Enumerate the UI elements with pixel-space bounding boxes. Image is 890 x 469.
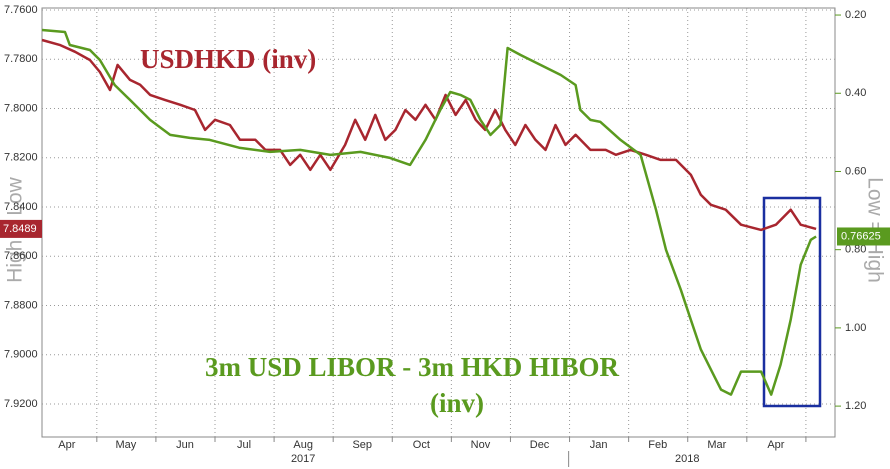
x-tick-label: Apr — [767, 439, 784, 451]
annotation: (inv) — [430, 388, 484, 418]
last-value-label: 7.8489 — [3, 223, 37, 235]
x-tick-label: Dec — [530, 439, 550, 451]
y2-tick-label: 0.40 — [845, 87, 866, 99]
y-tick-label: 7.8200 — [4, 152, 38, 164]
x-tick-label: Jul — [237, 439, 251, 451]
x-tick-label: Oct — [413, 439, 430, 451]
y-tick-label: 7.7600 — [4, 4, 38, 16]
x-tick-label: Feb — [648, 439, 667, 451]
y-tick-label: 7.8600 — [4, 250, 38, 262]
y-tick-label: 7.9200 — [4, 398, 38, 410]
y-tick-label: 7.9000 — [4, 349, 38, 361]
plot-area — [41, 7, 836, 438]
x-tick-label: Aug — [293, 439, 313, 451]
year-label: 2017 — [291, 453, 315, 465]
annotation: USDHKD (inv) — [140, 44, 316, 74]
y-tick-label: 7.8800 — [4, 299, 38, 311]
x-tick-label: May — [116, 439, 137, 451]
y2-tick-label: 0.20 — [845, 9, 866, 21]
last-value-tag — [837, 227, 890, 246]
highlight-box — [762, 196, 822, 408]
last-value-tag — [0, 219, 42, 238]
x-tick-label: Jun — [176, 439, 194, 451]
y2-tick-label: 1.20 — [845, 400, 866, 412]
y2-tick-label: 1.00 — [845, 322, 866, 334]
y-tick-label: 7.7800 — [4, 53, 38, 65]
y-tick-label: 7.8400 — [4, 201, 38, 213]
x-tick-label: Mar — [707, 439, 726, 451]
last-value-label: 0.76625 — [841, 230, 881, 242]
x-tick-label: Jan — [590, 439, 608, 451]
series-line — [41, 28, 817, 396]
x-tick-label: Sep — [352, 439, 372, 451]
year-label: 2018 — [675, 453, 699, 465]
y2-tick-label: 0.60 — [845, 165, 866, 177]
y2-tick-label: 0.80 — [845, 244, 866, 256]
y-tick-label: 7.8000 — [4, 102, 38, 114]
series-line — [41, 38, 817, 232]
x-tick-label: Apr — [58, 439, 75, 451]
annotation: 3m USD LIBOR - 3m HKD HIBOR — [205, 352, 620, 382]
x-tick-label: Nov — [471, 439, 491, 451]
